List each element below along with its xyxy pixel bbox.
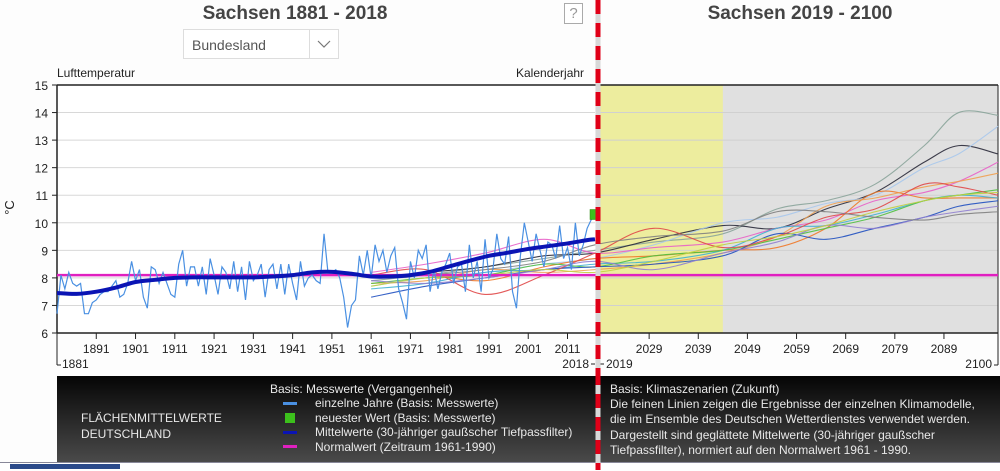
mean-series-line — [56, 237, 596, 296]
legend-future-line: Basis: Klimaszenarien (Zukunft) — [610, 382, 780, 396]
x-tick-label: 2029 — [636, 342, 663, 356]
legend-future-line: Dargestellt sind geglättete Mittelwerte … — [610, 427, 935, 442]
legend-future-line: die im Ensemble des Deutschen Wetterdien… — [610, 412, 970, 427]
x-tick-label: 2011 — [555, 342, 581, 356]
legend-item-label: Normalwert (Zeitraum 1961-1990) — [315, 439, 496, 454]
region-select-value: Bundesland — [192, 37, 266, 53]
x-axis-title: Kalenderjahr — [516, 66, 585, 80]
y-tick-label: 14 — [35, 107, 49, 121]
y-tick-label: 10 — [35, 217, 49, 231]
x-tick-label: 1891 — [83, 342, 110, 356]
x-tick-label: 2001 — [515, 342, 542, 356]
temperature-chart: 6 7 8 9 10 11 12 13 14 15 1891 1901 1911 1921 1931 1941… — [35, 0, 999, 380]
x-tick-label: 1931 — [240, 342, 267, 356]
title-past: Sachsen 1881 - 2018 — [202, 3, 388, 24]
legend-future-line: Tiefpassfilter), normiert auf den Normal… — [610, 442, 912, 457]
y-tick-label: 8 — [41, 272, 48, 286]
y-tick-label: 13 — [35, 134, 49, 148]
legend-item: neuester Wert (Basis: Messwerte) — [283, 411, 572, 426]
near-future-band — [600, 85, 723, 333]
chevron-down-icon[interactable] — [309, 30, 338, 58]
x-tick-label: 2069 — [832, 342, 859, 356]
model-series-line — [371, 209, 999, 279]
legend-future: Basis: Klimaszenarien (Zukunft) Die feine… — [597, 376, 1000, 462]
x-tick-label: 2059 — [783, 342, 810, 356]
y-tick-label: 6 — [41, 327, 48, 341]
x-tick-label: 2049 — [734, 342, 761, 356]
annual-series-line — [56, 214, 596, 328]
help-button[interactable]: ? — [564, 3, 583, 24]
legend-region-line2: DEUTSCHLAND — [81, 427, 172, 441]
region-select[interactable]: Bundesland — [183, 29, 339, 59]
y-tick-label: 9 — [41, 244, 48, 258]
x-tick-label: 1971 — [397, 342, 424, 356]
bottom-tab[interactable] — [10, 464, 120, 469]
x-tick-label: 2089 — [931, 342, 958, 356]
legend-item: Mittelwerte (30-jähriger gaußscher Tiefp… — [283, 425, 572, 440]
legend-swatch-line — [283, 445, 297, 449]
legend-swatch-line — [283, 430, 297, 434]
legend-future-line: Die feinen Linien zeigen die Ergebnisse … — [610, 397, 975, 412]
x-tick-label: 2079 — [881, 342, 908, 356]
x-tick-label: 1901 — [122, 342, 149, 356]
y-tick-label: 12 — [35, 162, 49, 176]
model-series-line — [371, 205, 999, 284]
model-series-line — [371, 161, 999, 273]
x-tick-label: 1981 — [436, 342, 463, 356]
title-future: Sachsen 2019 - 2100 — [707, 3, 893, 24]
y-axis-title: Lufttemperatur — [57, 66, 136, 80]
legend-swatch-line — [283, 401, 297, 405]
x-tick-label: 2039 — [685, 342, 712, 356]
legend-region-line1: FLÄCHENMITTELWERTE — [81, 411, 222, 425]
legend-item: Normalwert (Zeitraum 1961-1990) — [283, 440, 572, 455]
x-edge-label-end: 2018 — [562, 357, 589, 371]
y-tick-label: 15 — [35, 79, 49, 93]
x-tick-label: 1961 — [358, 342, 385, 356]
x-tick-label: 1911 — [162, 342, 188, 356]
plot-area-past — [57, 85, 595, 333]
legend-item-label: Mittelwerte (30-jähriger gaußscher Tiefp… — [315, 425, 573, 439]
x-edge-label-start: 2019 — [606, 357, 633, 371]
legend-region: FLÄCHENMITTELWERTE DEUTSCHLAND — [81, 410, 222, 442]
legend-past: FLÄCHENMITTELWERTE DEUTSCHLAND Basis: Me… — [57, 376, 597, 462]
x-tick-label: 1951 — [319, 342, 346, 356]
legend-item: einzelne Jahre (Basis: Messwerte) — [283, 396, 572, 411]
legend-item-label: einzelne Jahre (Basis: Messwerte) — [315, 396, 499, 410]
bottom-strip — [0, 462, 1000, 471]
y-tick-label: 11 — [36, 189, 49, 203]
x-tick-label: 1921 — [201, 342, 228, 356]
legend-basis-past: Basis: Messwerte (Vergangenheit) — [270, 382, 453, 396]
legend-items: einzelne Jahre (Basis: Messwerte) neueste… — [283, 396, 572, 454]
legend-future-text: Basis: Klimaszenarien (Zukunft) Die feine… — [610, 382, 975, 458]
model-series-line — [371, 144, 999, 279]
y-tick-label: 7 — [41, 299, 48, 313]
x-tick-label: 1991 — [476, 342, 503, 356]
legend-item-label: neuester Wert (Basis: Messwerte) — [315, 410, 496, 425]
x-edge-label-start: 1881 — [62, 357, 89, 371]
x-edge-label-end: 2100 — [965, 357, 992, 371]
x-tick-label: 1941 — [279, 342, 306, 356]
legend-swatch-square — [285, 412, 295, 423]
